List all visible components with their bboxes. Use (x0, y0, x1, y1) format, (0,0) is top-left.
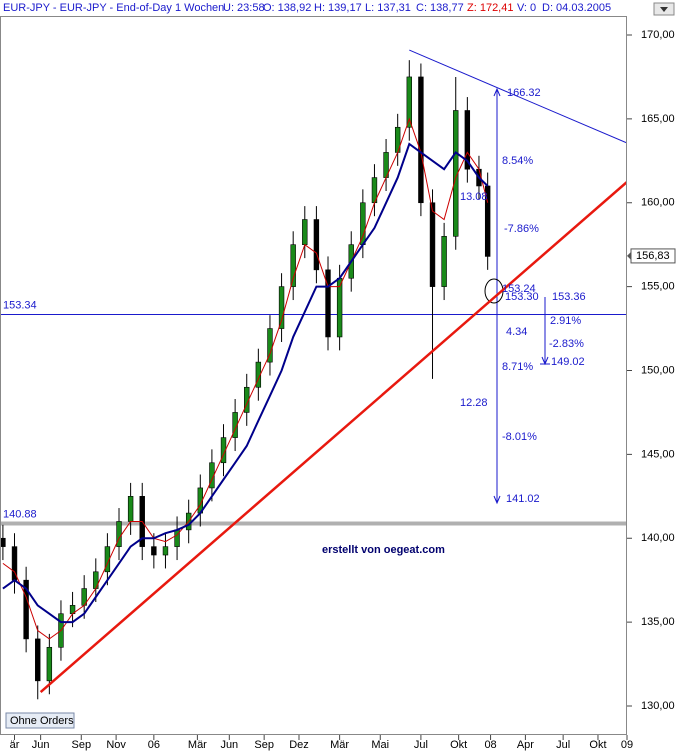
measure-label: 153.36 (552, 291, 586, 303)
x-tick-label: 09 (621, 739, 633, 751)
x-tick-label: Mär (330, 739, 349, 751)
last-price-label: 156,83 (636, 250, 670, 262)
x-tick-label: Jun (32, 739, 50, 751)
y-tick-label: 150,00 (641, 364, 675, 376)
header-item: EUR-JPY - EUR-JPY - End-of-Day 1 Wochen (3, 2, 224, 14)
candle-body (46, 646, 53, 682)
x-tick-label: Okt (450, 739, 467, 751)
y-tick-label: 165,00 (641, 113, 675, 125)
measure-label: -8.01% (502, 431, 537, 443)
trend-line (39, 181, 626, 694)
candle-body (406, 76, 412, 128)
measure-label: 8.54% (502, 155, 533, 167)
header-item: O: 138,92 (263, 2, 311, 14)
moving-average (2, 142, 489, 624)
x-tick-label: är (10, 739, 20, 751)
header-item: H: 139,17 (314, 2, 362, 14)
measure-label: -2.83% (549, 338, 584, 350)
header-item: Z: 172,41 (467, 2, 513, 14)
arrow-heads (493, 87, 501, 505)
x-tick-label: Dez (289, 739, 309, 751)
candle-body (162, 546, 169, 556)
x-tick-label: Apr (517, 739, 534, 751)
trend-line (409, 49, 626, 144)
header-item: L: 137,31 (365, 2, 411, 14)
measure-label: 153.24 (502, 283, 536, 295)
y-tick-label: 160,00 (641, 197, 675, 209)
candle-body (464, 110, 471, 170)
x-tick-label: Jun (220, 739, 238, 751)
candle-body (35, 638, 41, 682)
candle-body (127, 496, 134, 522)
measure-label: 166.32 (507, 87, 541, 99)
header-item: V: 0 (517, 2, 536, 14)
plot-frame (0, 16, 627, 735)
candle-body (151, 546, 157, 556)
y-tick-label: 130,00 (641, 700, 675, 712)
header-item: U: 23:58 (223, 2, 265, 14)
x-tick-label: Mai (371, 739, 389, 751)
candle-body (360, 202, 366, 245)
measure-label: -7.86% (504, 223, 539, 235)
measure-label: 8.71% (502, 361, 533, 373)
x-tick-label: 08 (484, 739, 496, 751)
candle-body (267, 328, 273, 363)
candle-body (1, 537, 6, 547)
candle-body (325, 269, 331, 338)
header-item: D: 04.03.2005 (542, 2, 611, 14)
menu-arrow (660, 7, 668, 12)
x-tick-label: 06 (148, 739, 160, 751)
watermark: erstellt von oegeat.com (322, 544, 445, 556)
measure-label: 2.91% (550, 315, 581, 327)
y-tick-label: 145,00 (641, 448, 675, 460)
orders-button[interactable] (5, 712, 75, 729)
measure-label: 12.28 (460, 397, 488, 409)
measure-label: 4.34 (506, 326, 527, 338)
candle-body (441, 236, 447, 287)
y-tick-label: 155,00 (641, 281, 675, 293)
candle-body (278, 286, 285, 329)
candle-body (313, 219, 320, 271)
y-tick-label: 170,00 (641, 29, 675, 41)
candle-body (23, 579, 29, 640)
x-tick-label: Okt (589, 739, 606, 751)
orders-button-label: Ohne Orders (10, 715, 74, 727)
measure-label: 149.02 (551, 356, 585, 368)
y-tick-label: 135,00 (641, 616, 675, 628)
horizontal-line-label: 140.88 (3, 508, 37, 520)
horizontal-line-label: 153.34 (3, 299, 37, 311)
measure-label: 141.02 (506, 493, 540, 505)
y-tick-label: 140,00 (641, 532, 675, 544)
header-item: C: 138,77 (416, 2, 464, 14)
x-tick-label: Sep (71, 739, 91, 751)
plot-area (1, 49, 626, 700)
candle-body (302, 219, 308, 245)
moving-average (2, 117, 489, 640)
candle-body (290, 244, 296, 287)
last-price-pointer (627, 251, 631, 260)
measure-label: 13.08 (460, 191, 488, 203)
measure-label: 153.30 (505, 291, 539, 303)
x-tick-label: Sep (254, 739, 274, 751)
x-tick-label: Jul (414, 739, 428, 751)
x-tick-label: Nov (106, 739, 126, 751)
candle-body (429, 202, 436, 287)
candle-body (418, 76, 424, 204)
x-tick-label: Jul (556, 739, 570, 751)
x-tick-label: Mär (188, 739, 207, 751)
